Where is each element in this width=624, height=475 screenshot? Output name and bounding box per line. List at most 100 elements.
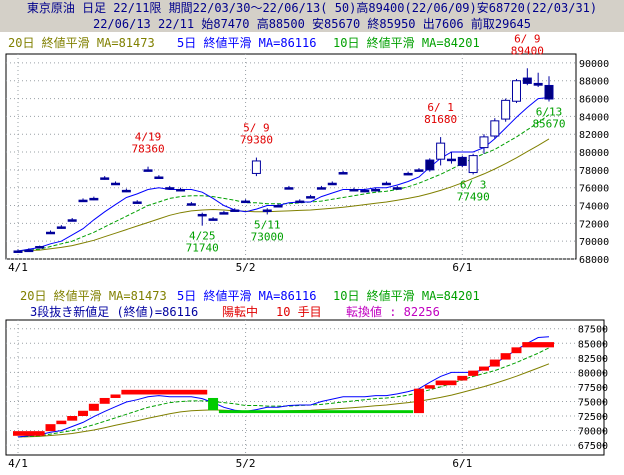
new-price-brick [208, 397, 219, 411]
candle [186, 201, 196, 206]
ma20-line [17, 138, 550, 252]
y-tick-label: 72000 [579, 219, 609, 230]
lower-y-tick-label: 67500 [578, 441, 608, 452]
candle-body [111, 182, 121, 186]
candle [89, 196, 99, 201]
candle-body [100, 177, 110, 180]
lower-y-tick-label: 75000 [578, 397, 608, 408]
lower-y-tick-label: 72500 [578, 412, 608, 423]
new-price-brick [522, 342, 554, 348]
candle [176, 187, 186, 192]
candle-body [273, 205, 283, 208]
high-value-label: 81680 [424, 113, 457, 126]
candle-body [501, 99, 511, 120]
candle-body [13, 250, 23, 253]
candle [479, 134, 489, 154]
candle-body [479, 136, 489, 149]
y-tick-label: 84000 [579, 112, 609, 123]
x-tick-label: 5/2 [236, 261, 256, 274]
candle [121, 188, 131, 193]
new-price-brick [13, 431, 45, 436]
candle [349, 187, 359, 192]
new-price-brick [99, 397, 110, 404]
candle [284, 185, 294, 190]
new-price-brick [45, 424, 56, 432]
plot-area [5, 53, 577, 260]
candle-body [284, 187, 294, 190]
lower-y-tick-label: 87500 [578, 325, 608, 336]
candle-body [197, 213, 207, 217]
candle [522, 68, 532, 86]
candle [295, 199, 305, 204]
ma5-line [17, 97, 550, 252]
candle [468, 153, 478, 175]
candle [316, 185, 326, 190]
y-tick-label: 82000 [579, 130, 609, 141]
low-value-label: 85670 [532, 118, 565, 131]
y-tick-label: 78000 [579, 166, 609, 177]
high-value-label: 78360 [131, 143, 164, 156]
y-tick-label: 90000 [579, 59, 609, 70]
x-tick-label: 6/1 [452, 261, 472, 274]
candle [262, 208, 272, 215]
lower-y-tick-label: 85000 [578, 339, 608, 350]
candle [403, 171, 413, 176]
candle-body [67, 219, 77, 222]
candle-body [446, 158, 456, 162]
candle [13, 249, 23, 253]
high-date-label: 4/19 [135, 131, 162, 144]
candle [446, 152, 456, 164]
candle-body [230, 209, 240, 212]
new-price-brick [218, 410, 414, 414]
candle [360, 188, 370, 193]
lower-y-tick-label: 82500 [578, 354, 608, 365]
candle-body [251, 160, 261, 174]
candle-body [490, 120, 500, 137]
candle-body [56, 226, 66, 229]
candle [67, 218, 77, 222]
lower-legend-ma5: 5日 終値平滑 MA=86116 [177, 288, 316, 303]
candle-body [295, 200, 305, 204]
candle-body [360, 189, 370, 193]
candle-body [143, 169, 153, 172]
candle-body [511, 80, 521, 102]
new-price-brick [424, 385, 435, 389]
candle [425, 158, 435, 172]
new-price-brick [78, 410, 89, 417]
lower-legend-ma10: 10日 終値平滑 MA=84201 [333, 288, 480, 303]
lower-plot-area [5, 319, 605, 456]
candle-body [24, 249, 34, 253]
candle [78, 198, 88, 203]
candle [56, 225, 66, 229]
candle-body [241, 200, 251, 204]
candle [392, 185, 402, 190]
candle [219, 210, 229, 215]
header-line-2: 22/06/13 22/11 始87470 高88500 安85670 終859… [0, 16, 624, 32]
candle-body [327, 182, 337, 186]
candle-body [425, 159, 435, 171]
high-date-label: 6/ 1 [427, 101, 454, 114]
header-line-1: 東京原油 日足 22/11限 期間22/03/30～22/06/13( 50)高… [0, 0, 624, 16]
candle-body [316, 187, 326, 190]
y-tick-label: 88000 [579, 77, 609, 88]
candle [371, 187, 381, 192]
low-date-label: 6/13 [536, 106, 563, 119]
low-value-label: 71740 [186, 242, 219, 255]
candle-body [414, 169, 424, 172]
candle [46, 230, 56, 235]
candle [35, 245, 45, 249]
high-value-label: 89400 [511, 44, 544, 57]
candle-body [349, 188, 359, 192]
low-value-label: 77490 [457, 190, 490, 203]
lower-y-tick-label: 80000 [578, 368, 608, 379]
y-tick-label: 80000 [579, 148, 609, 159]
candle [197, 212, 207, 226]
candle-body [89, 197, 99, 201]
candle-body [403, 172, 413, 176]
candle-body [78, 199, 88, 203]
candle [544, 76, 554, 102]
candle-body [262, 209, 272, 212]
candle-body [392, 187, 402, 190]
candle [490, 118, 500, 139]
